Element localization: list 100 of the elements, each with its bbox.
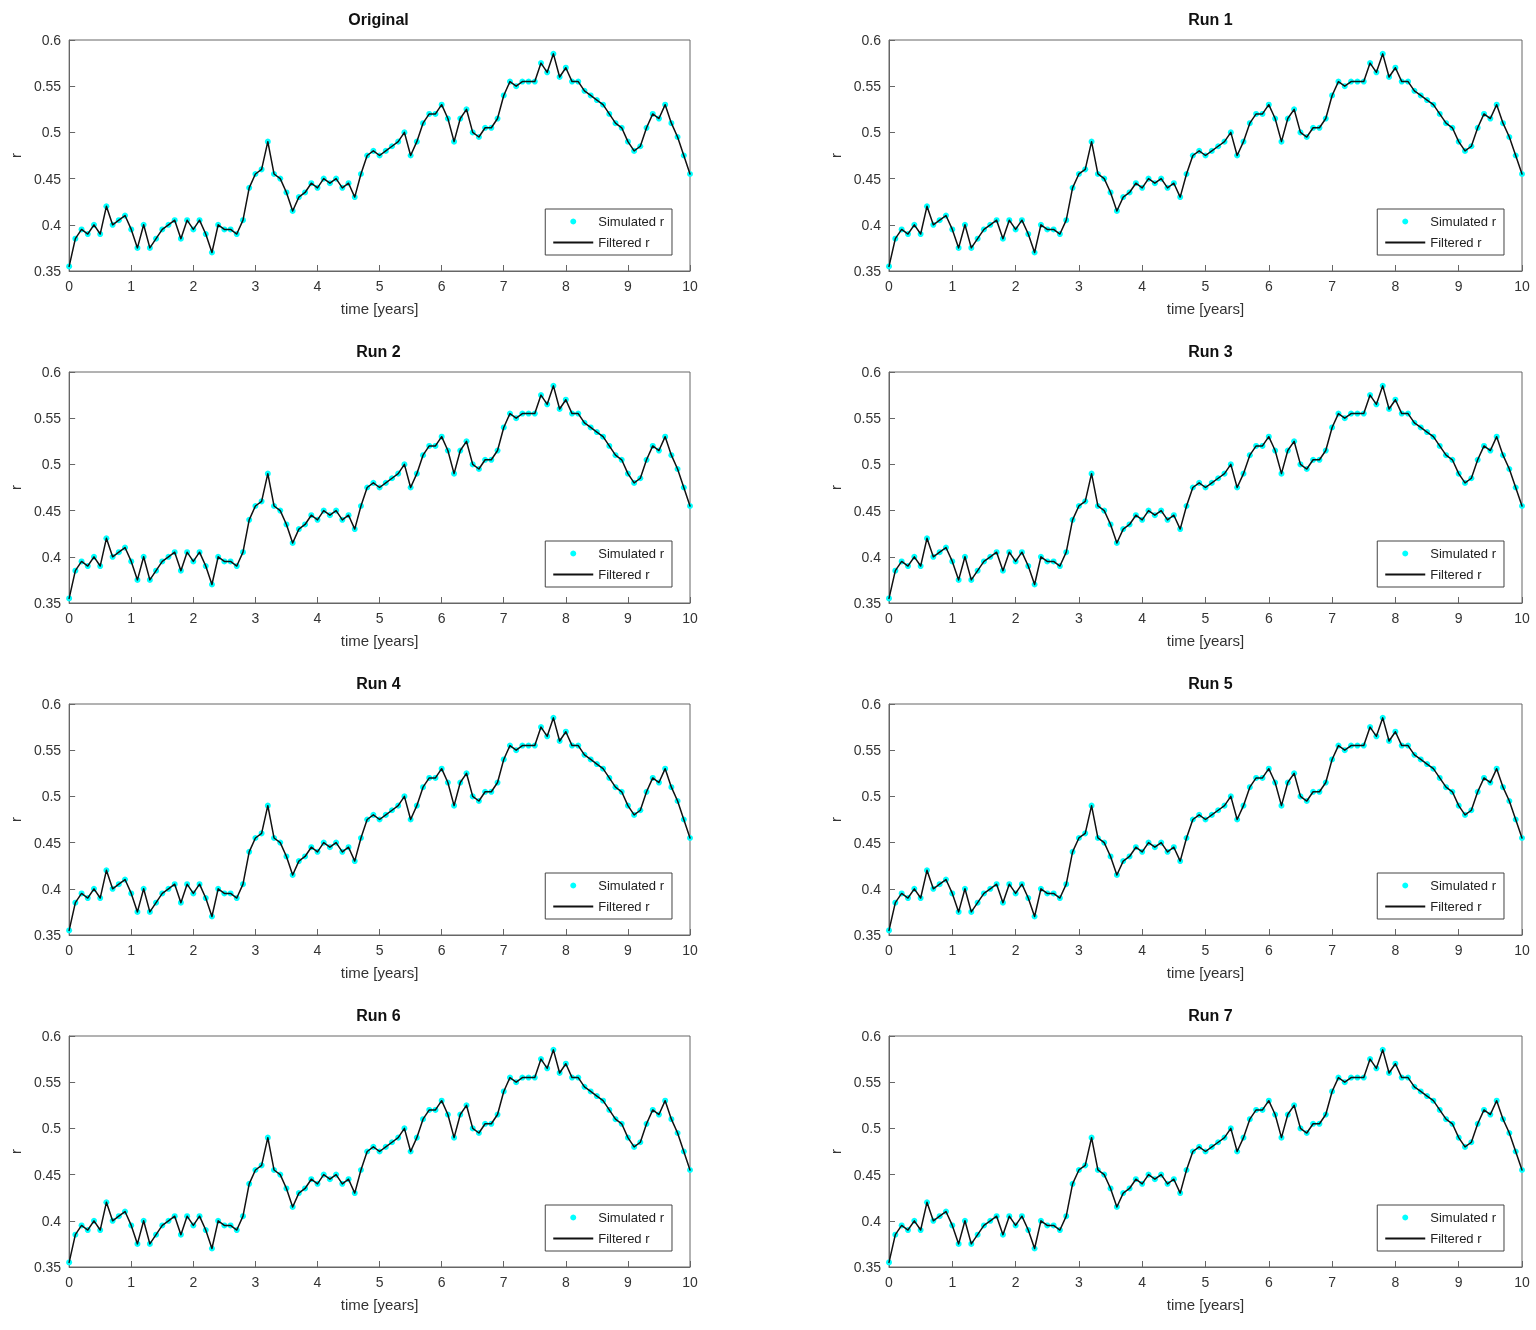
y-axis-title: r — [7, 153, 24, 158]
legend-label: Filtered r — [1430, 899, 1483, 914]
legend-label: Simulated r — [598, 546, 665, 561]
x-tick-label: 9 — [1454, 610, 1463, 626]
y-tick-label: 0.45 — [853, 1166, 882, 1183]
x-tick-label: 7 — [1328, 942, 1337, 958]
legend-label: Filtered r — [598, 899, 651, 914]
x-tick-label: 7 — [1328, 278, 1337, 294]
x-tick-label: 6 — [1264, 278, 1273, 294]
x-tick-label: 7 — [499, 278, 508, 294]
x-tick-label: 10 — [1514, 610, 1530, 626]
y-tick-label: 0.35 — [853, 927, 882, 943]
x-tick-label: 10 — [1514, 278, 1530, 294]
x-tick-label: 10 — [682, 942, 698, 958]
x-axis-title: time [years] — [1166, 632, 1245, 649]
chart-title: Run 4 — [356, 674, 401, 692]
y-tick-label: 0.6 — [41, 1028, 62, 1044]
x-tick-label: 0 — [65, 278, 74, 294]
legend-label: Filtered r — [598, 235, 651, 250]
x-tick-label: 3 — [251, 1274, 260, 1290]
x-tick-label: 3 — [1075, 610, 1083, 626]
x-tick-label: 0 — [885, 1274, 894, 1290]
x-axis-title: time [years] — [340, 632, 419, 649]
y-tick-label: 0.35 — [853, 1259, 882, 1275]
x-tick-label: 7 — [499, 1274, 508, 1290]
x-tick-label: 5 — [1201, 278, 1210, 294]
chart-title: Run 6 — [356, 1006, 401, 1024]
chart-title: Run 7 — [1188, 1006, 1233, 1024]
x-tick-label: 1 — [127, 1274, 136, 1290]
x-tick-label: 6 — [437, 278, 446, 294]
x-tick-label: 2 — [1011, 278, 1020, 294]
y-tick-label: 0.4 — [861, 880, 882, 897]
x-tick-label: 4 — [313, 1274, 322, 1290]
chart-title: Run 1 — [1188, 10, 1233, 28]
x-tick-label: 3 — [251, 610, 260, 626]
legend-label: Filtered r — [1430, 1231, 1483, 1246]
x-axis-title: time [years] — [340, 1296, 419, 1313]
y-tick-label: 0.45 — [33, 170, 62, 187]
x-tick-label: 10 — [1514, 942, 1530, 958]
legend-label: Simulated r — [598, 1210, 665, 1225]
x-tick-label: 8 — [1391, 1274, 1400, 1290]
y-axis-title: r — [826, 1149, 844, 1154]
x-tick-label: 2 — [1011, 1274, 1020, 1290]
x-tick-label: 9 — [624, 278, 633, 294]
x-tick-label: 8 — [1391, 942, 1400, 958]
x-tick-label: 4 — [313, 278, 322, 294]
x-tick-label: 4 — [313, 942, 322, 958]
y-tick-label: 0.4 — [41, 548, 62, 565]
x-tick-label: 4 — [1138, 942, 1147, 958]
y-tick-label: 0.5 — [41, 788, 62, 805]
y-tick-label: 0.5 — [861, 456, 882, 473]
x-axis-title: time [years] — [1166, 300, 1245, 317]
y-tick-label: 0.5 — [41, 1120, 62, 1137]
x-tick-label: 5 — [375, 610, 384, 626]
x-tick-label: 1 — [948, 278, 957, 294]
y-tick-label: 0.4 — [861, 548, 882, 565]
x-tick-label: 3 — [251, 278, 260, 294]
legend-label: Simulated r — [1430, 214, 1497, 229]
y-tick-label: 0.55 — [853, 410, 882, 427]
y-tick-label: 0.45 — [33, 1166, 62, 1183]
x-tick-label: 6 — [437, 942, 446, 958]
x-tick-label: 0 — [885, 610, 894, 626]
y-tick-label: 0.35 — [33, 595, 62, 611]
x-tick-label: 9 — [624, 942, 633, 958]
y-tick-label: 0.55 — [33, 1074, 62, 1091]
x-tick-label: 8 — [561, 942, 570, 958]
y-tick-label: 0.45 — [33, 502, 62, 519]
x-tick-label: 8 — [1391, 278, 1400, 294]
y-tick-label: 0.4 — [41, 880, 62, 897]
x-tick-label: 0 — [885, 278, 894, 294]
x-tick-label: 2 — [1011, 942, 1020, 958]
y-tick-label: 0.4 — [861, 216, 882, 233]
chart-title: Original — [348, 10, 409, 28]
y-axis-title: r — [7, 1149, 24, 1154]
y-tick-label: 0.5 — [861, 1120, 882, 1137]
x-tick-label: 3 — [1075, 1274, 1083, 1290]
y-axis-title: r — [826, 817, 844, 822]
x-axis-title: time [years] — [340, 964, 419, 981]
y-tick-label: 0.55 — [853, 1074, 882, 1091]
x-tick-label: 5 — [375, 1274, 384, 1290]
chart-title: Run 5 — [1188, 674, 1233, 692]
legend-label: Simulated r — [1430, 1210, 1497, 1225]
y-tick-label: 0.55 — [33, 742, 62, 759]
y-tick-label: 0.4 — [41, 216, 62, 233]
x-tick-label: 5 — [1201, 1274, 1210, 1290]
y-axis-title: r — [826, 485, 844, 490]
x-tick-label: 5 — [375, 278, 384, 294]
y-tick-label: 0.45 — [853, 170, 882, 187]
y-tick-label: 0.45 — [853, 502, 882, 519]
x-axis-title: time [years] — [340, 300, 419, 317]
x-tick-label: 4 — [1138, 1274, 1147, 1290]
legend-label: Simulated r — [1430, 878, 1497, 893]
x-tick-label: 0 — [885, 942, 894, 958]
y-tick-label: 0.5 — [41, 124, 62, 141]
x-tick-label: 7 — [499, 942, 508, 958]
legend-label: Filtered r — [598, 1231, 651, 1246]
y-tick-label: 0.35 — [33, 263, 62, 279]
x-tick-label: 8 — [561, 278, 570, 294]
x-tick-label: 3 — [251, 942, 260, 958]
x-tick-label: 6 — [1264, 610, 1273, 626]
